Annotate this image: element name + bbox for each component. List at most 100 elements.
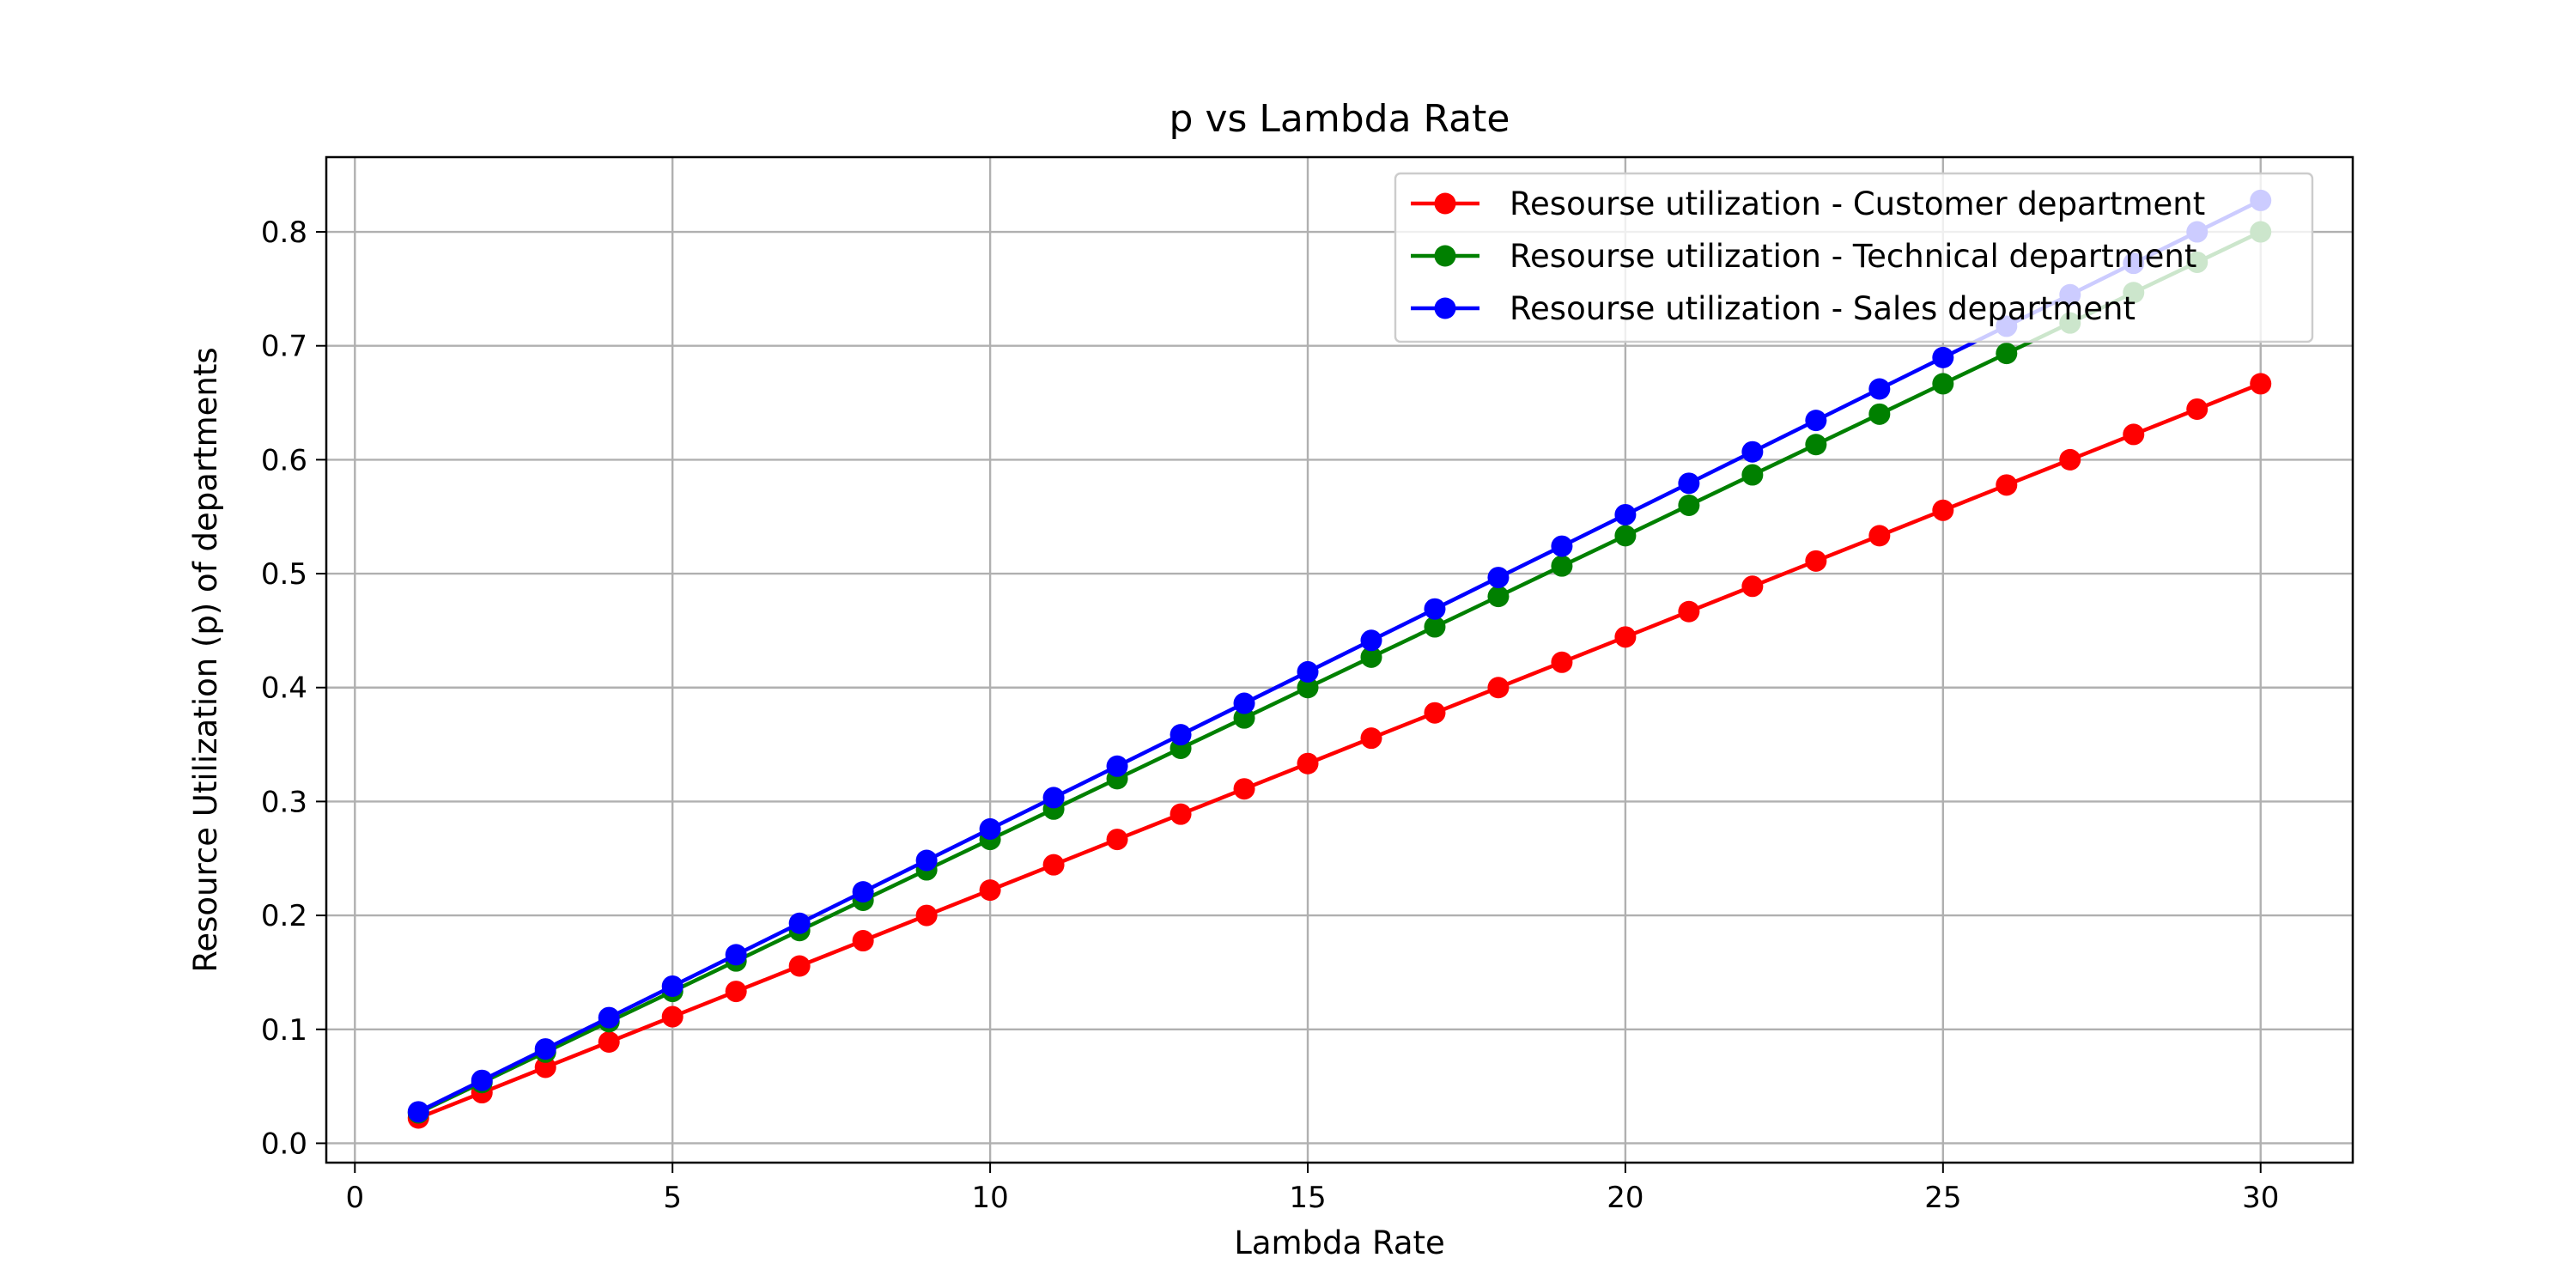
data-point bbox=[1805, 550, 1827, 572]
x-tick-label: 5 bbox=[663, 1181, 682, 1215]
data-point bbox=[915, 849, 938, 872]
y-tick-label: 0.1 bbox=[261, 1013, 307, 1048]
data-point bbox=[1297, 660, 1319, 683]
data-point bbox=[852, 881, 874, 903]
data-point bbox=[1551, 535, 1573, 557]
data-point bbox=[1487, 677, 1510, 699]
data-point bbox=[979, 879, 1001, 902]
data-point bbox=[2186, 398, 2208, 420]
legend-label: Resourse utilization - Customer departme… bbox=[1510, 185, 2205, 222]
data-point bbox=[2250, 373, 2272, 395]
data-point bbox=[1805, 434, 1827, 456]
data-point bbox=[598, 1006, 620, 1029]
series-line bbox=[417, 230, 2262, 1115]
data-point bbox=[1106, 829, 1128, 851]
y-tick-label: 0.8 bbox=[261, 216, 307, 250]
data-point bbox=[1678, 600, 1700, 623]
legend: Resourse utilization - Customer departme… bbox=[1394, 172, 2314, 343]
data-point bbox=[1424, 616, 1446, 638]
data-point bbox=[915, 904, 938, 927]
data-point bbox=[1868, 403, 1891, 425]
x-axis-label: Lambda Rate bbox=[1234, 1224, 1445, 1261]
data-point bbox=[1106, 755, 1128, 777]
legend-item: Resourse utilization - Customer departme… bbox=[1411, 185, 2205, 222]
series-line bbox=[417, 381, 2262, 1121]
legend-marker bbox=[1434, 245, 1456, 267]
data-point bbox=[1424, 598, 1446, 620]
data-point bbox=[661, 1005, 683, 1028]
legend-marker bbox=[1434, 297, 1456, 319]
data-point bbox=[725, 944, 747, 966]
series-line bbox=[417, 198, 2262, 1114]
data-point bbox=[1233, 707, 1255, 729]
data-point bbox=[1297, 752, 1319, 775]
legend-box bbox=[1394, 172, 2314, 343]
data-point bbox=[1996, 474, 2018, 496]
data-point bbox=[1614, 503, 1637, 526]
y-tick-label: 0.0 bbox=[261, 1127, 307, 1161]
legend-marker bbox=[1434, 192, 1456, 215]
data-point bbox=[471, 1069, 493, 1091]
data-point bbox=[1360, 646, 1382, 668]
data-point bbox=[1233, 692, 1255, 714]
data-point bbox=[1678, 472, 1700, 495]
data-point bbox=[1042, 787, 1065, 809]
data-point bbox=[1932, 499, 1954, 521]
data-point bbox=[788, 955, 811, 977]
data-point bbox=[2059, 448, 2081, 471]
legend-item: Resourse utilization - Technical departm… bbox=[1411, 238, 2196, 275]
data-point bbox=[1487, 586, 1510, 608]
data-point bbox=[1551, 555, 1573, 577]
data-point bbox=[1678, 494, 1700, 516]
data-point bbox=[1551, 651, 1573, 673]
x-tick-label: 10 bbox=[971, 1181, 1008, 1215]
data-point bbox=[1614, 525, 1637, 547]
data-point bbox=[1932, 346, 1954, 368]
data-point bbox=[1932, 373, 1954, 395]
data-point bbox=[1614, 626, 1637, 648]
data-point bbox=[1170, 724, 1192, 746]
x-tick-label: 0 bbox=[345, 1181, 364, 1215]
data-point bbox=[1424, 702, 1446, 724]
data-point bbox=[534, 1056, 556, 1078]
data-point bbox=[1233, 778, 1255, 800]
grid bbox=[326, 157, 2353, 1163]
x-tick-label: 15 bbox=[1289, 1181, 1326, 1215]
data-point bbox=[407, 1101, 429, 1123]
ticks: 0 5 10 15 20 25 30 0.0 0.1 0.2 0.3 0.4 0.5 0.6 0.7 0.8 bbox=[261, 216, 2279, 1215]
data-point bbox=[534, 1038, 556, 1060]
data-point bbox=[1487, 567, 1510, 589]
data-point bbox=[788, 912, 811, 934]
data-point bbox=[661, 975, 683, 997]
series-3 bbox=[407, 189, 2272, 1123]
y-tick-label: 0.2 bbox=[261, 899, 307, 933]
chart-title: p vs Lambda Rate bbox=[1170, 97, 1510, 141]
data-point bbox=[852, 930, 874, 952]
y-axis-label: Resource Utilization (p) of departments bbox=[187, 347, 224, 972]
data-point bbox=[1868, 378, 1891, 400]
x-tick-label: 20 bbox=[1607, 1181, 1643, 1215]
legend-item: Resourse utilization - Sales department bbox=[1411, 290, 2136, 327]
data-point bbox=[1042, 854, 1065, 876]
series-1 bbox=[407, 373, 2272, 1129]
y-tick-label: 0.3 bbox=[261, 785, 307, 819]
data-point bbox=[1741, 464, 1764, 486]
y-tick-label: 0.6 bbox=[261, 443, 307, 477]
data-point bbox=[1360, 629, 1382, 652]
plot-frame bbox=[325, 155, 2354, 1164]
x-tick-label: 30 bbox=[2242, 1181, 2279, 1215]
data-point bbox=[2123, 423, 2145, 446]
data-point bbox=[1297, 677, 1319, 699]
data-point bbox=[598, 1030, 620, 1053]
data-point bbox=[1868, 525, 1891, 547]
data-point bbox=[1170, 803, 1192, 825]
legend-label: Resourse utilization - Technical departm… bbox=[1510, 238, 2196, 275]
data-point bbox=[1741, 575, 1764, 598]
data-point bbox=[1805, 410, 1827, 432]
data-point bbox=[1360, 727, 1382, 750]
x-tick-label: 25 bbox=[1924, 1181, 1961, 1215]
y-tick-label: 0.7 bbox=[261, 330, 307, 364]
data-point bbox=[1741, 440, 1764, 463]
legend-label: Resourse utilization - Sales department bbox=[1510, 290, 2136, 327]
